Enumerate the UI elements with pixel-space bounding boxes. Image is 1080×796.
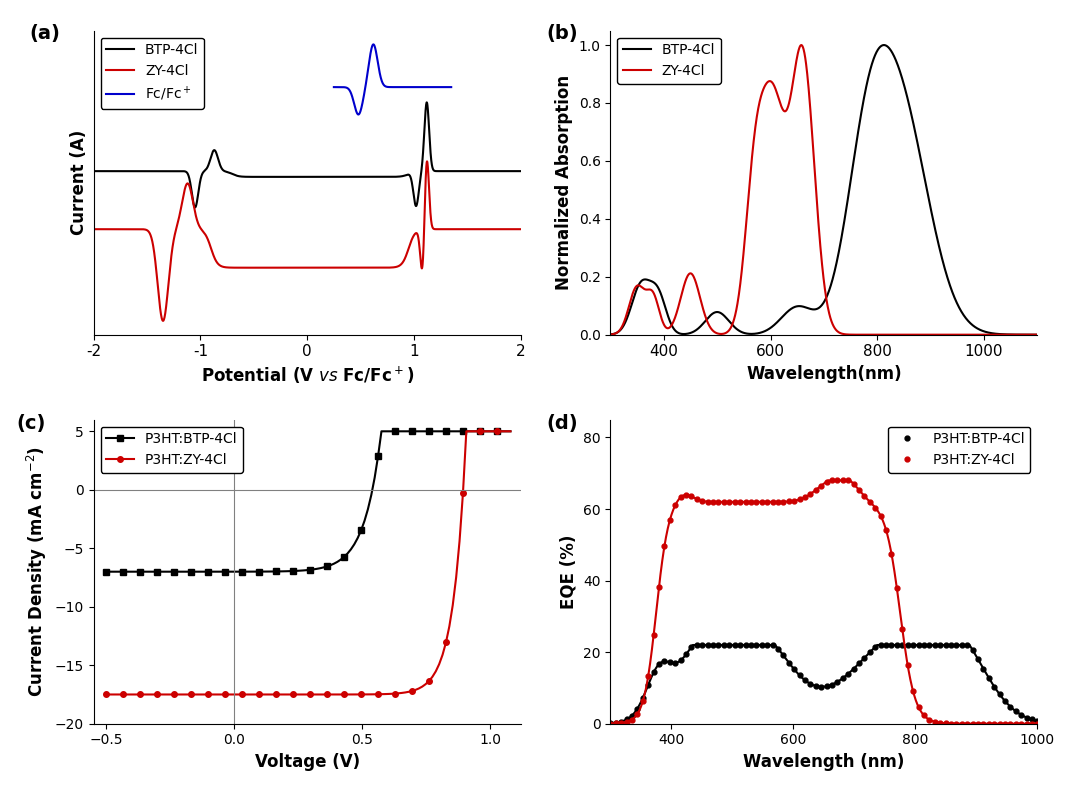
P3HT:ZY-4Cl — [1031, 719, 1044, 728]
ZY-4Cl — [157, 316, 170, 326]
BTP-4Cl — [87, 166, 100, 176]
P3HT:ZY-4Cl — [988, 719, 1001, 728]
BTP-4Cl — [785, 304, 798, 314]
Line: ZY-4Cl: ZY-4Cl — [610, 45, 1038, 334]
BTP-4Cl — [460, 166, 473, 176]
ZY-4Cl — [270, 263, 283, 272]
BTP-4Cl — [507, 166, 519, 176]
P3HT:BTP-4Cl — [901, 640, 914, 650]
Legend: BTP-4Cl, ZY-4Cl, Fc/Fc$^+$: BTP-4Cl, ZY-4Cl, Fc/Fc$^+$ — [100, 37, 204, 109]
ZY-4Cl — [251, 263, 264, 272]
ZY-4Cl — [136, 224, 149, 234]
P3HT:BTP-4Cl — [185, 567, 198, 576]
P3HT:BTP-4Cl — [1031, 716, 1044, 726]
P3HT:ZY-4Cl — [901, 661, 914, 670]
P3HT:ZY-4Cl — [494, 427, 507, 436]
BTP-4Cl — [161, 166, 174, 176]
Text: (a): (a) — [29, 25, 60, 44]
P3HT:ZY-4Cl — [825, 476, 838, 486]
P3HT:BTP-4Cl — [208, 567, 221, 576]
P3HT:ZY-4Cl — [378, 689, 391, 699]
P3HT:ZY-4Cl — [863, 497, 876, 506]
P3HT:BTP-4Cl — [868, 642, 881, 652]
P3HT:BTP-4Cl — [381, 427, 394, 436]
P3HT:BTP-4Cl — [100, 567, 113, 576]
P3HT:ZY-4Cl — [868, 503, 881, 513]
BTP-4Cl — [637, 275, 650, 284]
BTP-4Cl — [514, 166, 527, 176]
Line: P3HT:BTP-4Cl: P3HT:BTP-4Cl — [608, 642, 1040, 725]
Y-axis label: EQE (%): EQE (%) — [559, 534, 578, 609]
P3HT:BTP-4Cl — [604, 718, 617, 728]
Line: Fc/Fc$^+$: Fc/Fc$^+$ — [334, 45, 451, 115]
P3HT:ZY-4Cl — [208, 689, 221, 699]
Y-axis label: Current (A): Current (A) — [70, 130, 89, 236]
Line: P3HT:ZY-4Cl: P3HT:ZY-4Cl — [104, 428, 513, 697]
ZY-4Cl — [637, 283, 650, 293]
Legend: BTP-4Cl, ZY-4Cl: BTP-4Cl, ZY-4Cl — [618, 37, 720, 84]
ZY-4Cl — [847, 330, 860, 339]
P3HT:ZY-4Cl — [793, 494, 806, 504]
ZY-4Cl — [794, 41, 807, 50]
Line: BTP-4Cl: BTP-4Cl — [610, 45, 1038, 334]
BTP-4Cl — [877, 41, 890, 50]
ZY-4Cl — [87, 224, 100, 234]
X-axis label: Wavelength(nm): Wavelength(nm) — [746, 365, 902, 383]
BTP-4Cl — [801, 303, 814, 313]
P3HT:BTP-4Cl — [422, 427, 435, 436]
P3HT:ZY-4Cl — [504, 427, 517, 436]
Text: (d): (d) — [546, 414, 578, 432]
Text: (c): (c) — [17, 414, 46, 432]
ZY-4Cl — [801, 81, 814, 91]
Y-axis label: Normalized Absorption: Normalized Absorption — [555, 75, 573, 291]
Legend: P3HT:BTP-4Cl, P3HT:ZY-4Cl: P3HT:BTP-4Cl, P3HT:ZY-4Cl — [100, 427, 243, 473]
P3HT:ZY-4Cl — [460, 427, 473, 436]
ZY-4Cl — [514, 224, 527, 234]
P3HT:BTP-4Cl — [504, 427, 517, 436]
ZY-4Cl — [460, 224, 473, 234]
ZY-4Cl — [161, 286, 174, 295]
P3HT:ZY-4Cl — [604, 719, 617, 728]
P3HT:BTP-4Cl — [494, 427, 507, 436]
ZY-4Cl — [507, 224, 519, 234]
BTP-4Cl — [654, 289, 667, 298]
X-axis label: Potential (V $vs$ Fc/Fc$^+$): Potential (V $vs$ Fc/Fc$^+$) — [201, 365, 414, 386]
Text: (b): (b) — [546, 25, 578, 44]
P3HT:BTP-4Cl — [863, 647, 876, 657]
BTP-4Cl — [847, 158, 860, 167]
BTP-4Cl — [251, 172, 264, 181]
ZY-4Cl — [420, 157, 433, 166]
ZY-4Cl — [1031, 330, 1044, 339]
X-axis label: Wavelength (nm): Wavelength (nm) — [743, 753, 905, 771]
ZY-4Cl — [785, 86, 798, 96]
ZY-4Cl — [604, 330, 617, 339]
BTP-4Cl — [420, 98, 433, 107]
P3HT:BTP-4Cl — [988, 681, 1001, 691]
P3HT:ZY-4Cl — [100, 689, 113, 699]
Legend: P3HT:BTP-4Cl, P3HT:ZY-4Cl: P3HT:BTP-4Cl, P3HT:ZY-4Cl — [888, 427, 1030, 473]
ZY-4Cl — [795, 41, 808, 50]
BTP-4Cl — [604, 330, 617, 339]
P3HT:BTP-4Cl — [885, 640, 897, 650]
P3HT:BTP-4Cl — [798, 676, 811, 685]
P3HT:ZY-4Cl — [185, 689, 198, 699]
P3HT:ZY-4Cl — [324, 689, 337, 699]
P3HT:BTP-4Cl — [324, 560, 337, 570]
BTP-4Cl — [270, 172, 283, 181]
Line: BTP-4Cl: BTP-4Cl — [94, 103, 521, 208]
BTP-4Cl — [136, 166, 149, 176]
BTP-4Cl — [1031, 330, 1044, 339]
P3HT:ZY-4Cl — [419, 680, 432, 689]
X-axis label: Voltage (V): Voltage (V) — [255, 753, 360, 771]
Y-axis label: Current Density (mA cm$^{-2}$): Current Density (mA cm$^{-2}$) — [25, 446, 49, 697]
BTP-4Cl — [794, 302, 807, 311]
Line: P3HT:BTP-4Cl: P3HT:BTP-4Cl — [104, 428, 513, 575]
P3HT:ZY-4Cl — [885, 549, 897, 559]
P3HT:BTP-4Cl — [375, 427, 388, 436]
P3HT:BTP-4Cl — [690, 640, 703, 650]
ZY-4Cl — [654, 311, 667, 321]
Line: P3HT:ZY-4Cl: P3HT:ZY-4Cl — [608, 478, 1040, 726]
BTP-4Cl — [189, 203, 202, 213]
Line: ZY-4Cl: ZY-4Cl — [94, 162, 521, 321]
